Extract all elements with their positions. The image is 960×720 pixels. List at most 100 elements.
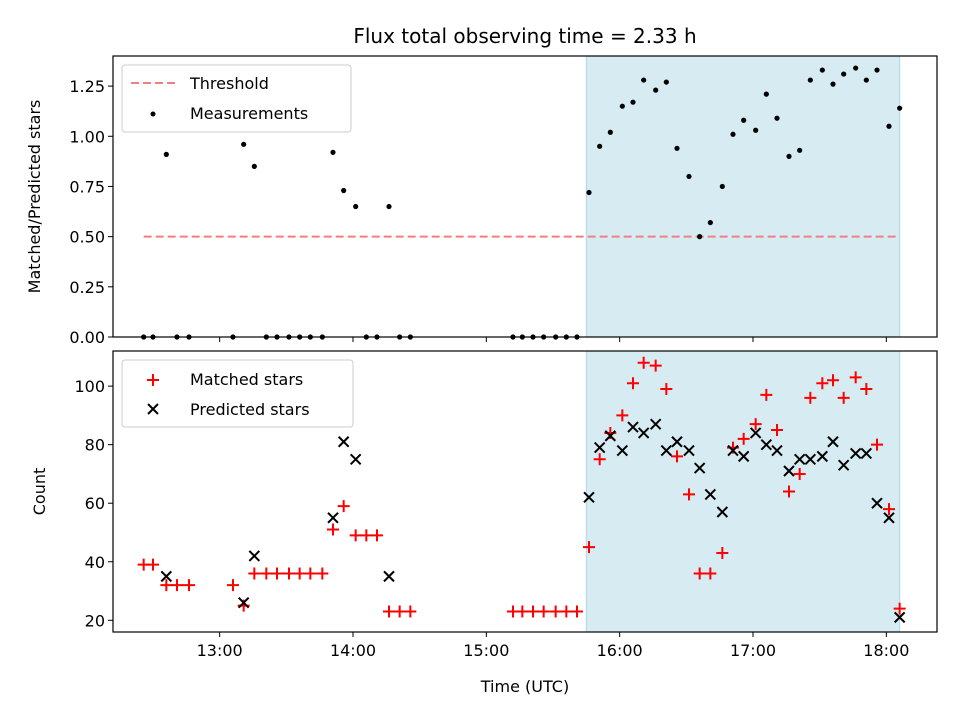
predicted-star-point xyxy=(693,462,706,474)
ratio-legend-box xyxy=(121,64,352,133)
matched-star-point xyxy=(893,602,906,615)
ratio-plot-area xyxy=(141,55,903,340)
measurement-point xyxy=(619,103,625,109)
ratio-panel-frame xyxy=(112,55,938,338)
y-tick-label: 0.00 xyxy=(69,328,105,347)
measurement-point xyxy=(774,115,780,121)
threshold-legend-label: Threshold xyxy=(189,74,269,93)
count-panel: 20 40 60 80 100 13:00 14:00 15:00 16:00 17:00 18:… xyxy=(30,350,938,696)
predicted-star-point xyxy=(760,438,773,451)
x-tick-label: 15:00 xyxy=(463,641,509,660)
measurement-point xyxy=(330,149,336,155)
measurement-point xyxy=(251,163,257,169)
measurement-point xyxy=(719,183,725,190)
predicted-star-point xyxy=(671,436,683,448)
matched-star-point xyxy=(260,567,273,580)
measurement-point xyxy=(163,151,169,157)
measurement-point xyxy=(353,203,359,210)
matched-star-point xyxy=(160,579,173,592)
matched-legend-marker xyxy=(147,374,159,386)
matched-star-point xyxy=(316,567,329,580)
predicted-star-point xyxy=(237,597,250,609)
matched-star-point xyxy=(649,359,662,372)
x-tick-label: 16:00 xyxy=(597,641,643,660)
predicted-star-point xyxy=(871,497,883,509)
predicted-star-point xyxy=(383,570,395,583)
matched-star-point xyxy=(293,567,306,580)
measurement-point xyxy=(730,131,736,137)
predicted-star-point xyxy=(793,453,806,466)
matched-star-point xyxy=(804,391,817,404)
matched-star-point xyxy=(271,567,283,580)
measurement-point xyxy=(841,71,847,77)
count-x-ticks: 13:00 14:00 15:00 16:00 17:00 18:00 xyxy=(197,632,909,660)
measurement-point xyxy=(630,99,636,105)
matched-star-point xyxy=(537,605,550,618)
measurement-point xyxy=(653,87,659,93)
predicted-star-point xyxy=(883,512,895,524)
count-y-axis-label: Count xyxy=(30,468,49,516)
count-panel-frame xyxy=(112,350,938,633)
matched-star-point xyxy=(693,567,706,580)
measurement-point xyxy=(597,143,603,149)
matched-star-point xyxy=(371,529,383,542)
matched-star-point xyxy=(704,567,717,580)
count-legend: Matched stars Predicted stars xyxy=(121,359,354,428)
predicted-star-point xyxy=(716,506,729,518)
predicted-star-point xyxy=(583,491,595,504)
matched-star-point xyxy=(627,377,639,390)
predicted-star-point xyxy=(248,550,261,562)
y-tick-label: 1.25 xyxy=(69,77,105,96)
matched-star-point xyxy=(583,541,595,554)
predicted-star-point xyxy=(849,447,862,460)
matched-star-point xyxy=(327,523,339,536)
measurements-legend-label: Measurements xyxy=(190,104,308,123)
measurement-point xyxy=(686,173,692,180)
predicted-legend-label: Predicted stars xyxy=(190,400,310,419)
matched-star-point xyxy=(183,579,195,592)
matched-star-point xyxy=(349,529,362,542)
predicted-star-point xyxy=(337,436,350,448)
predicted-star-point xyxy=(804,453,817,466)
measurement-point xyxy=(386,203,392,210)
measurement-point xyxy=(819,67,825,73)
measurement-point xyxy=(241,141,247,147)
measurement-point xyxy=(874,67,880,73)
matched-star-point xyxy=(671,450,683,463)
matched-star-point xyxy=(737,432,750,445)
matched-star-point xyxy=(793,467,806,480)
matched-star-point xyxy=(837,391,850,404)
measurement-point xyxy=(863,77,869,83)
predicted-star-point xyxy=(683,444,695,457)
measurement-point xyxy=(763,91,769,97)
matched-star-point xyxy=(360,529,373,542)
matched-star-point xyxy=(404,605,417,618)
ratio-y-ticks: 0.00 0.25 0.50 0.75 1.00 1.25 xyxy=(69,77,113,347)
matched-star-point xyxy=(393,605,406,618)
matched-star-point xyxy=(227,579,239,592)
y-tick-label: 60 xyxy=(85,494,105,513)
matched-legend-label: Matched stars xyxy=(190,370,303,389)
predicted-star-point xyxy=(160,570,173,583)
predicted-star-point xyxy=(660,444,673,457)
measurement-point xyxy=(674,145,680,151)
matched-star-point xyxy=(749,418,762,431)
measurement-point xyxy=(641,77,647,83)
measurement-point xyxy=(786,153,792,159)
matched-star-point xyxy=(683,488,695,501)
predicted-star-point xyxy=(727,444,739,457)
matched-star-point xyxy=(660,383,673,396)
predicted-star-point xyxy=(327,512,339,524)
matched-star-point xyxy=(549,605,562,618)
x-tick-label: 17:00 xyxy=(730,641,776,660)
measurement-point xyxy=(697,234,703,240)
matched-star-point xyxy=(516,605,529,618)
matched-star-point xyxy=(827,374,839,387)
predicted-star-point xyxy=(827,436,839,448)
matched-star-point xyxy=(337,500,350,513)
matched-star-point xyxy=(383,605,395,618)
predicted-star-point xyxy=(860,447,873,460)
matched-star-point xyxy=(304,567,317,580)
chart-title: Flux total observing time = 2.33 h xyxy=(353,24,696,48)
predicted-star-point xyxy=(749,427,762,439)
